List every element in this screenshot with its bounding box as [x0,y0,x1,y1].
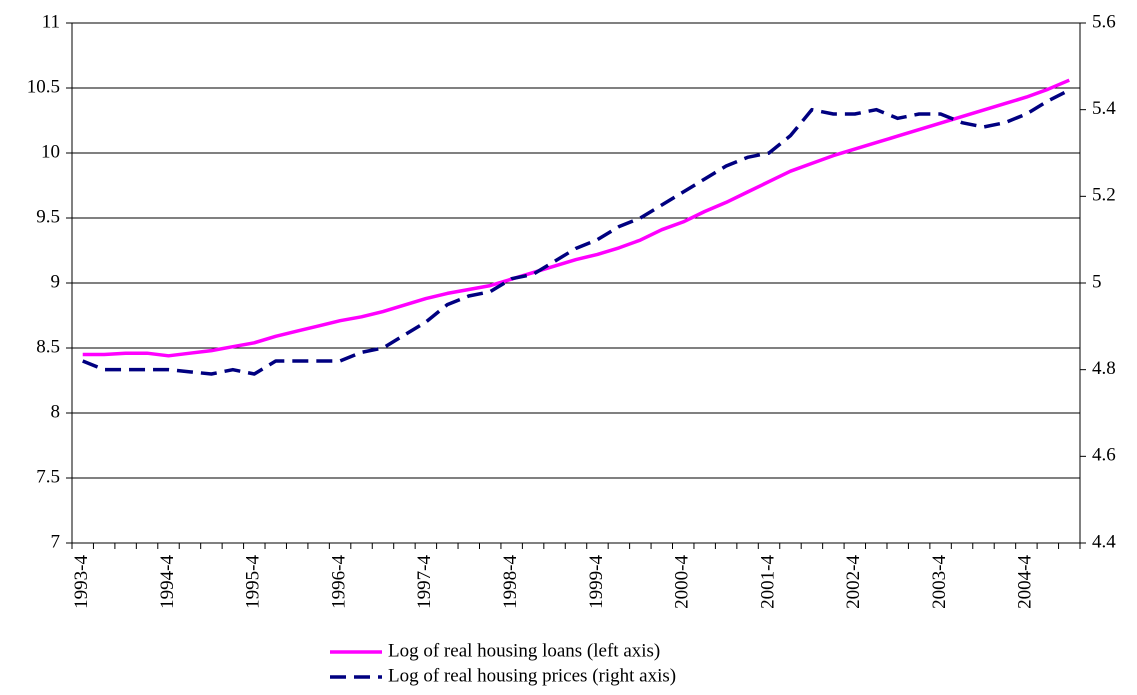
y-tick-label: 11 [42,11,60,32]
y-tick-label: 7.5 [36,466,60,487]
y2-tick-label: 5.4 [1092,98,1116,119]
y2-tick-label: 5.2 [1092,185,1116,206]
x-tick-label: 1999-4 [586,555,607,609]
y-tick-label: 7 [51,531,61,552]
y-tick-label: 9 [51,271,61,292]
x-tick-label: 1997-4 [414,555,435,609]
x-tick-label: 1993-4 [71,555,92,609]
x-tick-label: 1998-4 [500,555,521,609]
y-tick-label: 10.5 [27,76,60,97]
x-tick-label: 2001-4 [757,555,778,609]
x-tick-label: 1996-4 [328,555,349,609]
y2-tick-label: 4.4 [1092,531,1116,552]
y-tick-label: 10 [41,141,60,162]
x-tick-label: 2002-4 [843,555,864,609]
legend-label: Log of real housing prices (right axis) [388,665,676,686]
y-tick-label: 8.5 [36,336,60,357]
y2-tick-label: 5 [1092,271,1102,292]
x-tick-label: 2003-4 [929,555,950,609]
y2-tick-label: 5.6 [1092,11,1116,32]
x-tick-label: 1994-4 [157,555,178,609]
x-tick-label: 2000-4 [672,555,693,609]
x-tick-label: 2004-4 [1015,555,1036,609]
series-line [82,88,1071,376]
series-line [82,78,1070,358]
y-tick-label: 8 [51,401,61,422]
y2-tick-label: 4.6 [1092,445,1116,466]
y-tick-label: 9.5 [36,206,60,227]
legend-label: Log of real housing loans (left axis) [388,640,660,661]
x-tick-label: 1995-4 [243,555,264,609]
y2-tick-label: 4.8 [1092,358,1116,379]
